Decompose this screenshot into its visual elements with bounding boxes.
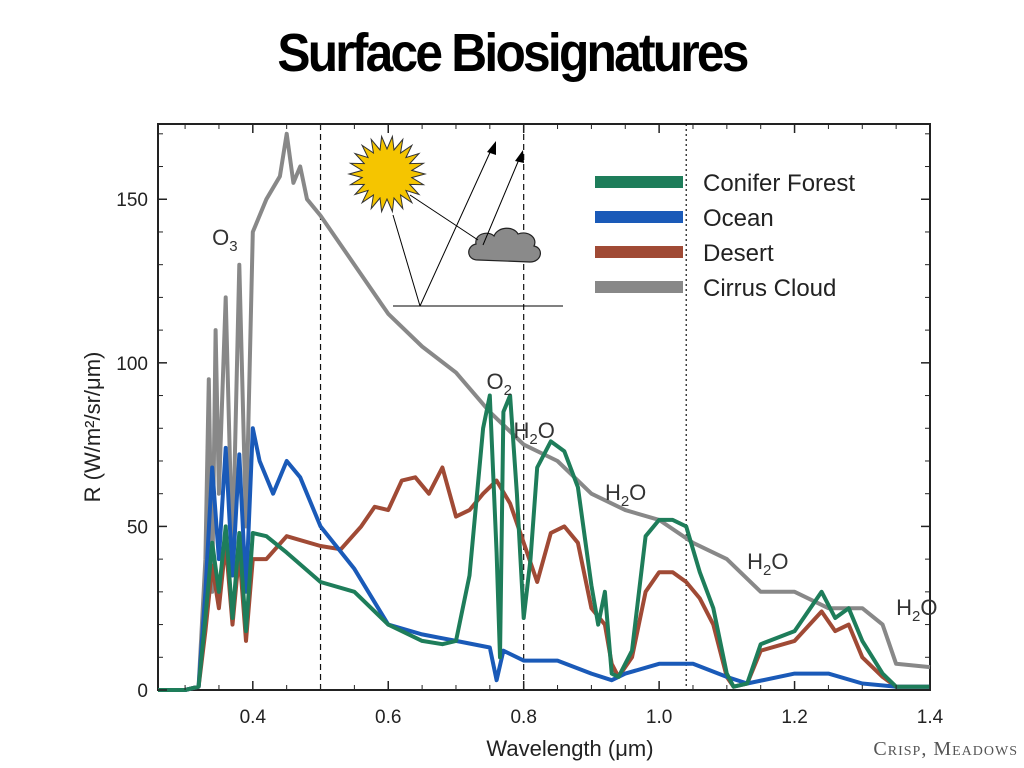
x-tick-label: 0.6: [375, 707, 401, 728]
y-tick-label: 50: [127, 517, 148, 538]
slide-title: Surface Biosignatures: [277, 23, 749, 83]
legend-label: Desert: [703, 240, 774, 267]
series-layer: [158, 131, 931, 692]
axis-ticks: 0.4 0.6 0.8 1.0 1.2 1.4 0 50 100 150: [116, 124, 944, 728]
inset-illustration: [347, 134, 563, 307]
sun-disc: [363, 150, 411, 198]
x-tick-label: 0.4: [240, 707, 267, 728]
legend-swatch: [595, 246, 683, 258]
annotation-label: H2O: [896, 595, 937, 625]
legend-swatch: [595, 176, 683, 188]
legend-swatch: [595, 211, 683, 223]
y-tick-label: 0: [137, 681, 148, 702]
reflection-arrows-icon: [392, 141, 563, 307]
annotation-label: H2O: [747, 549, 788, 579]
plot-frame: [157, 123, 931, 691]
x-axis-label: Wavelength (μm): [486, 736, 653, 761]
legend-label: Cirrus Cloud: [703, 275, 836, 302]
annotation-label: O2: [486, 369, 511, 399]
series-line-desert: [158, 465, 930, 692]
plot-border: [157, 123, 931, 691]
y-tick-label: 100: [116, 354, 148, 375]
legend-label: Conifer Forest: [703, 170, 855, 197]
series-line-cirrus-cloud: [158, 131, 931, 692]
x-tick-label: 0.8: [510, 707, 536, 728]
annotation-label: O3: [212, 225, 237, 255]
y-axis-label: R (W/m²/sr/μm): [80, 352, 105, 503]
series-line-conifer-forest: [158, 393, 930, 692]
x-tick-label: 1.2: [781, 707, 807, 728]
cloud-icon: [468, 227, 541, 263]
annotation-label: H2O: [605, 480, 646, 510]
y-tick-label: 150: [116, 190, 148, 211]
legend-label: Ocean: [703, 205, 774, 232]
x-tick-label: 1.0: [646, 707, 672, 728]
annotation-label: H2O: [514, 418, 555, 448]
legend: Conifer Forest Ocean Desert Cirrus Cloud: [595, 170, 855, 302]
legend-swatch: [595, 281, 683, 293]
x-tick-label: 1.4: [917, 707, 944, 728]
credit-text: Crisp, Meadows: [873, 738, 1018, 760]
